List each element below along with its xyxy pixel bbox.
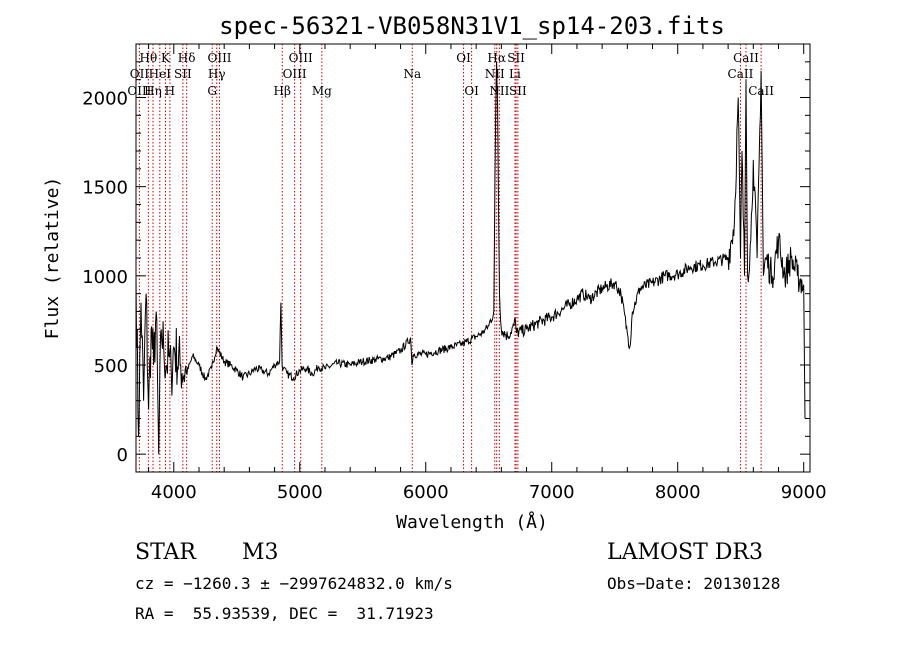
line-label: CaII xyxy=(733,51,759,65)
x-tick-label: 4000 xyxy=(151,482,197,503)
y-axis-ticks: 0 500 1000 1500 2000 xyxy=(82,61,810,466)
y-tick-label: 0 xyxy=(117,445,128,466)
line-label: SII xyxy=(507,51,525,65)
line-label: OIII xyxy=(207,51,231,65)
x-tick-label: 6000 xyxy=(403,482,449,503)
observation-date: Obs−Date: 20130128 xyxy=(607,574,781,593)
line-label: Li xyxy=(509,67,521,81)
line-label: NII xyxy=(485,67,505,81)
plot-frame xyxy=(135,43,811,473)
line-label: OIII xyxy=(127,84,151,98)
flux-line xyxy=(135,61,806,455)
line-label: Mg xyxy=(312,84,332,98)
line-label: SII xyxy=(174,67,192,81)
line-label: OIII xyxy=(289,51,313,65)
line-label: G xyxy=(207,84,217,98)
survey-name: LAMOST DR3 xyxy=(607,540,763,565)
object-subclass: M3 xyxy=(242,540,279,565)
line-label: Hγ xyxy=(208,67,226,81)
line-label: OII xyxy=(130,67,150,81)
line-label: CaII xyxy=(728,67,754,81)
y-axis-label: Flux (relative) xyxy=(42,177,63,340)
line-label: Hα xyxy=(487,51,506,65)
y-tick-label: 1500 xyxy=(82,178,128,199)
y-tick-label: 1000 xyxy=(82,267,128,288)
line-label: Hη xyxy=(144,84,162,98)
line-label: HeI xyxy=(149,67,172,81)
line-label: K xyxy=(161,51,171,65)
line-label: Na xyxy=(403,67,421,81)
x-tick-label: 7000 xyxy=(529,482,575,503)
x-tick-label: 8000 xyxy=(655,482,701,503)
emission-line-markers xyxy=(138,44,762,472)
redshift-cz: cz = −1260.3 ± −2997624832.0 km/s xyxy=(135,574,453,593)
flux-series xyxy=(135,61,806,455)
line-label: Hθ xyxy=(139,51,157,65)
x-tick-label: 9000 xyxy=(781,482,827,503)
line-label: Hβ xyxy=(274,84,291,98)
line-label: H xyxy=(165,84,175,98)
line-label: OIII xyxy=(283,67,307,81)
emission-line-labels: Hθ OII OIII K HeI Hη H Hδ SII OIII Hγ G Hβ OIII OIII Mg… xyxy=(127,51,774,98)
line-label: OI xyxy=(456,51,471,65)
line-label: OI xyxy=(464,84,479,98)
line-label: SII xyxy=(509,84,527,98)
object-class: STAR xyxy=(135,540,196,565)
chart-title: spec-56321-VB058N31V1_sp14-203.fits xyxy=(219,12,725,40)
x-axis-ticks: 4000 5000 6000 7000 8000 9000 xyxy=(148,44,827,503)
y-tick-label: 2000 xyxy=(82,89,128,110)
x-tick-label: 5000 xyxy=(277,482,323,503)
coordinates: RA = 55.93539, DEC = 31.71923 xyxy=(135,604,434,623)
x-axis-label: Wavelength (Å) xyxy=(396,511,548,533)
line-label: NII xyxy=(489,84,509,98)
y-tick-label: 500 xyxy=(94,356,128,377)
line-label: Hδ xyxy=(178,51,196,65)
